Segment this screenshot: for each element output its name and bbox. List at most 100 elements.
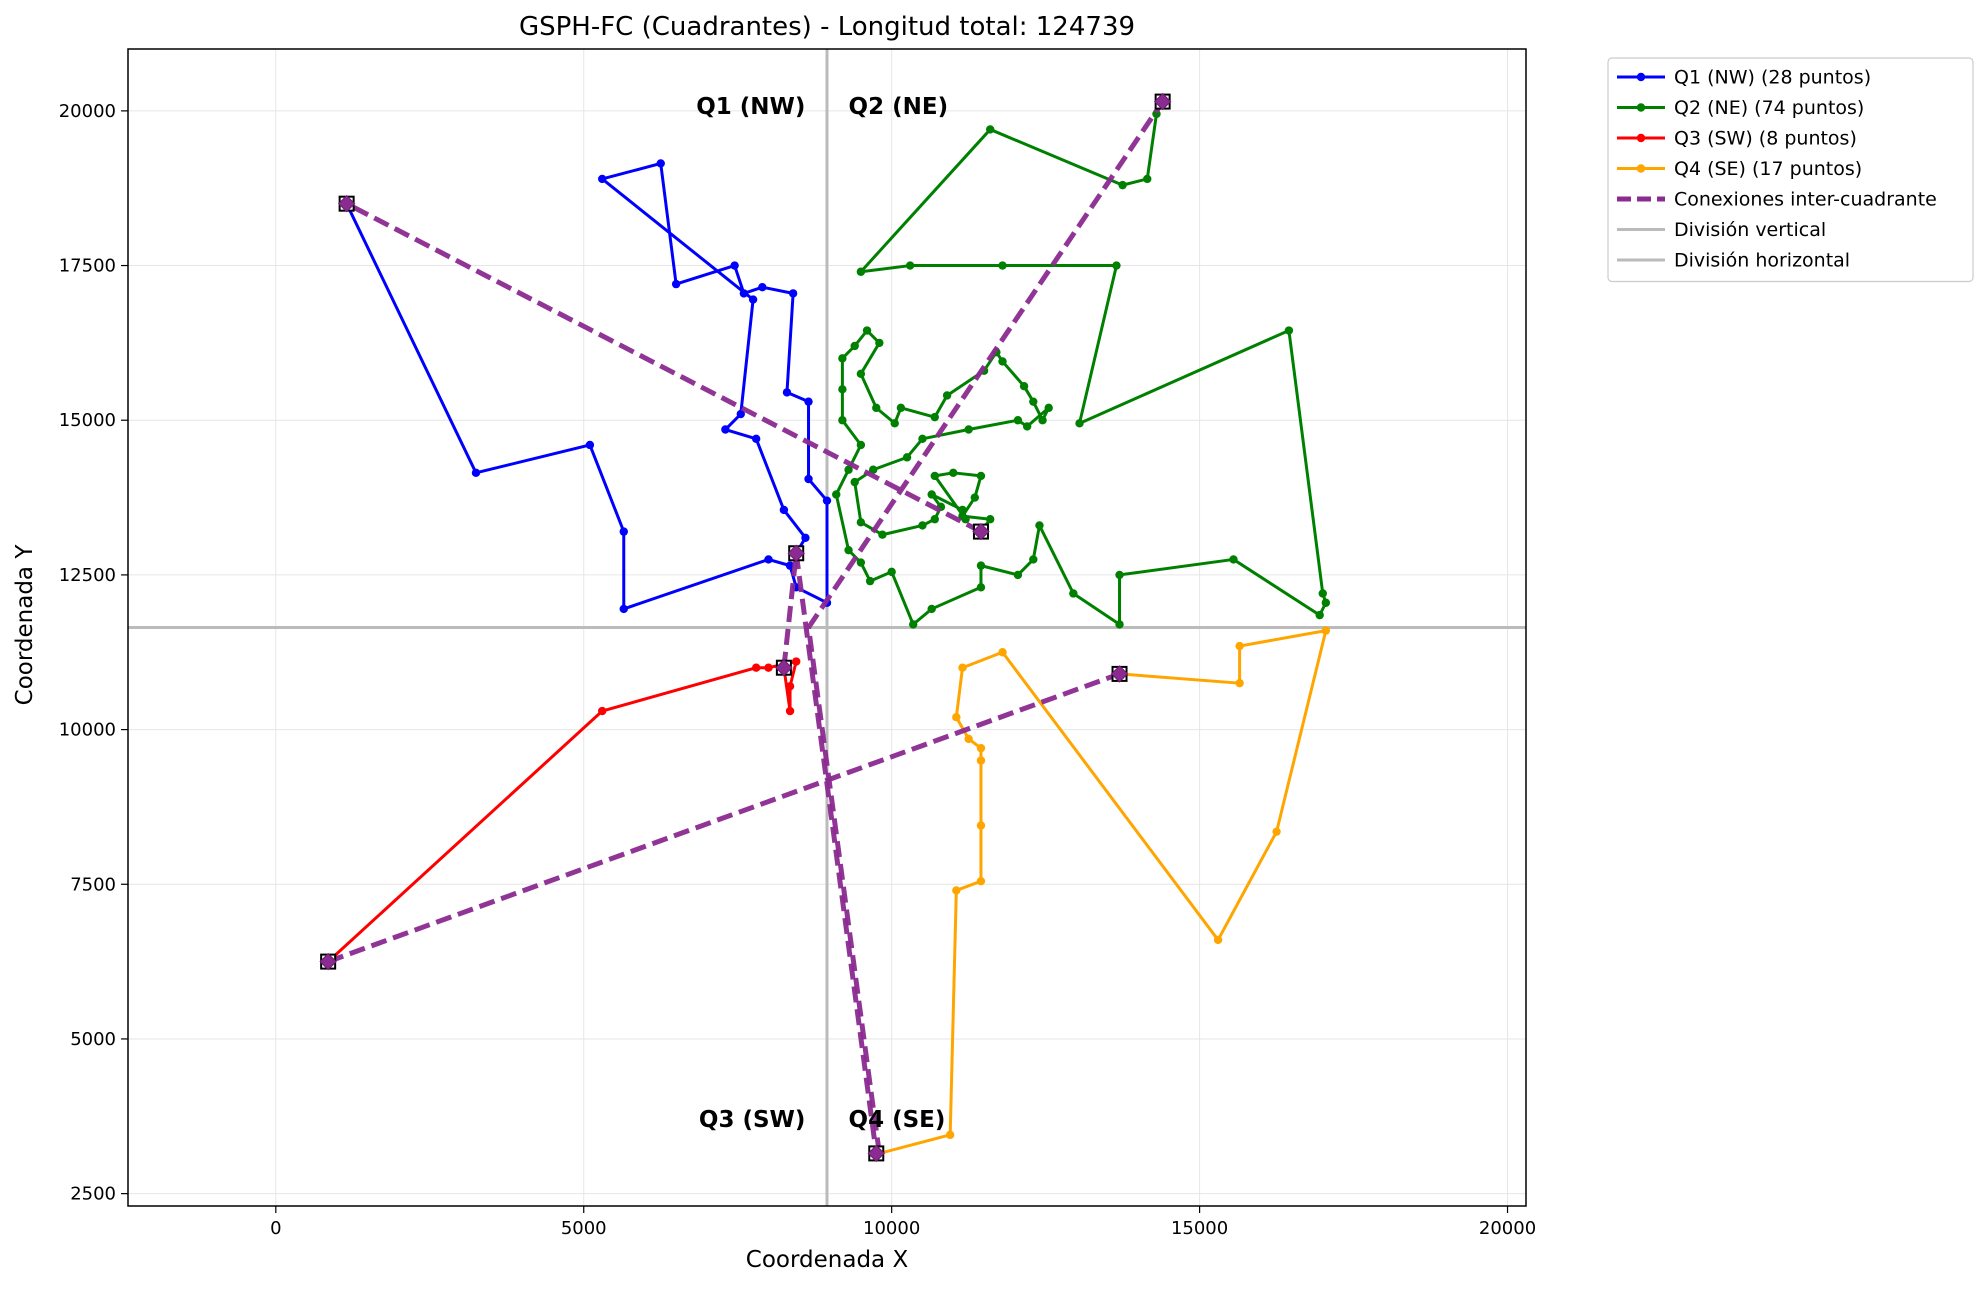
y-tick-label: 20000 [59,101,116,122]
series-point [918,434,927,443]
series-point [619,527,628,536]
series-point [844,545,853,555]
y-tick-label: 15000 [59,410,116,431]
series-point [856,267,866,276]
series-point [964,425,973,434]
series-point [1235,678,1244,688]
series-point [764,555,773,564]
series-point [844,465,853,474]
series-point [804,474,813,484]
series-point [952,886,961,895]
y-tick-label: 12500 [59,565,116,586]
series-point [976,471,986,481]
quadrant-label: Q4 (SE) [849,1107,946,1133]
series-point [1019,382,1029,391]
series-point [1115,620,1124,629]
endpoint-diamond-marker [867,1144,885,1163]
legend-box [1607,57,1974,283]
series-point [1013,416,1023,425]
series-point [779,505,789,515]
legend-swatch-marker [1636,164,1646,173]
series-point [1013,570,1023,580]
quadrant-label: Q1 (NW) [696,94,805,120]
series-point [930,471,939,481]
series-point [964,734,973,744]
legend-entry-label: Q4 (SE) (17 puntos) [1674,158,1862,180]
series-point [927,490,936,499]
series-point [890,419,899,428]
series-point [930,412,939,422]
plot-frame [127,48,1527,1207]
legend-entry-label: División vertical [1674,219,1826,241]
series-point [1038,416,1047,425]
series-point [856,369,866,379]
series-point [878,530,887,539]
series-point [838,385,847,394]
series-point [838,416,847,425]
series-point [585,440,595,450]
series-point [1029,555,1038,564]
endpoint-diamond-marker [1153,92,1172,111]
legend-swatch-marker [1636,103,1646,112]
series-point [970,493,980,502]
endpoint-diamond-marker [972,522,990,541]
connection-segment [793,552,879,1154]
y-tick-label: 2500 [70,1184,116,1205]
series-point [862,326,872,335]
series-point [598,174,607,184]
series-point [856,440,866,450]
series-point [785,682,795,691]
series-point [792,657,801,666]
series-point [850,477,859,487]
series-point [958,505,967,515]
y-axis-label: Coordenada Y [12,544,38,706]
series-point [801,533,810,542]
series-point [838,354,847,363]
series-point [856,558,866,567]
series-point [1235,641,1244,651]
endpoint-diamond-marker [319,952,337,971]
endpoint-diamond-marker [775,659,793,677]
series-point [1318,589,1327,598]
legend-entry-label: Q1 (NW) (28 puntos) [1674,67,1871,89]
series-point [1115,570,1124,580]
series-point [902,453,912,462]
endpoint-diamond-marker [1110,665,1129,683]
chart-title: GSPH-FC (Cuadrantes) - Longitud total: 1… [519,12,1135,42]
legend-swatch-marker [1636,133,1646,143]
series-point [976,876,986,886]
endpoint-diamond-marker [337,194,356,213]
series-point [764,663,773,672]
connection-segment [781,552,799,668]
series-point [656,159,665,168]
series-point [909,620,918,629]
series-point [1029,397,1038,406]
series-point [671,279,681,289]
series-point [822,496,832,505]
series-point [856,518,866,527]
series-point [952,713,961,722]
series-point [471,468,481,478]
series-point [619,604,628,614]
series-point [896,403,906,413]
series-point [788,289,798,298]
x-tick-label: 5000 [561,1218,607,1239]
connection-segment [806,100,1165,629]
connection-segment [327,671,1121,964]
series-point [758,283,767,292]
series-point [927,604,936,614]
series-point [868,465,878,474]
series-point [1284,326,1294,335]
quadrant-label: Q2 (NE) [849,94,949,120]
series-point [782,388,792,397]
series-point [832,490,841,499]
legend-entry-label: Q3 (SW) (8 puntos) [1674,128,1857,150]
series-point [998,648,1007,657]
series-point [730,261,739,270]
series-point [1044,403,1053,413]
series-point [751,434,761,443]
y-tick-label: 17500 [59,256,116,277]
series-point [976,756,986,765]
series-point [942,391,952,400]
